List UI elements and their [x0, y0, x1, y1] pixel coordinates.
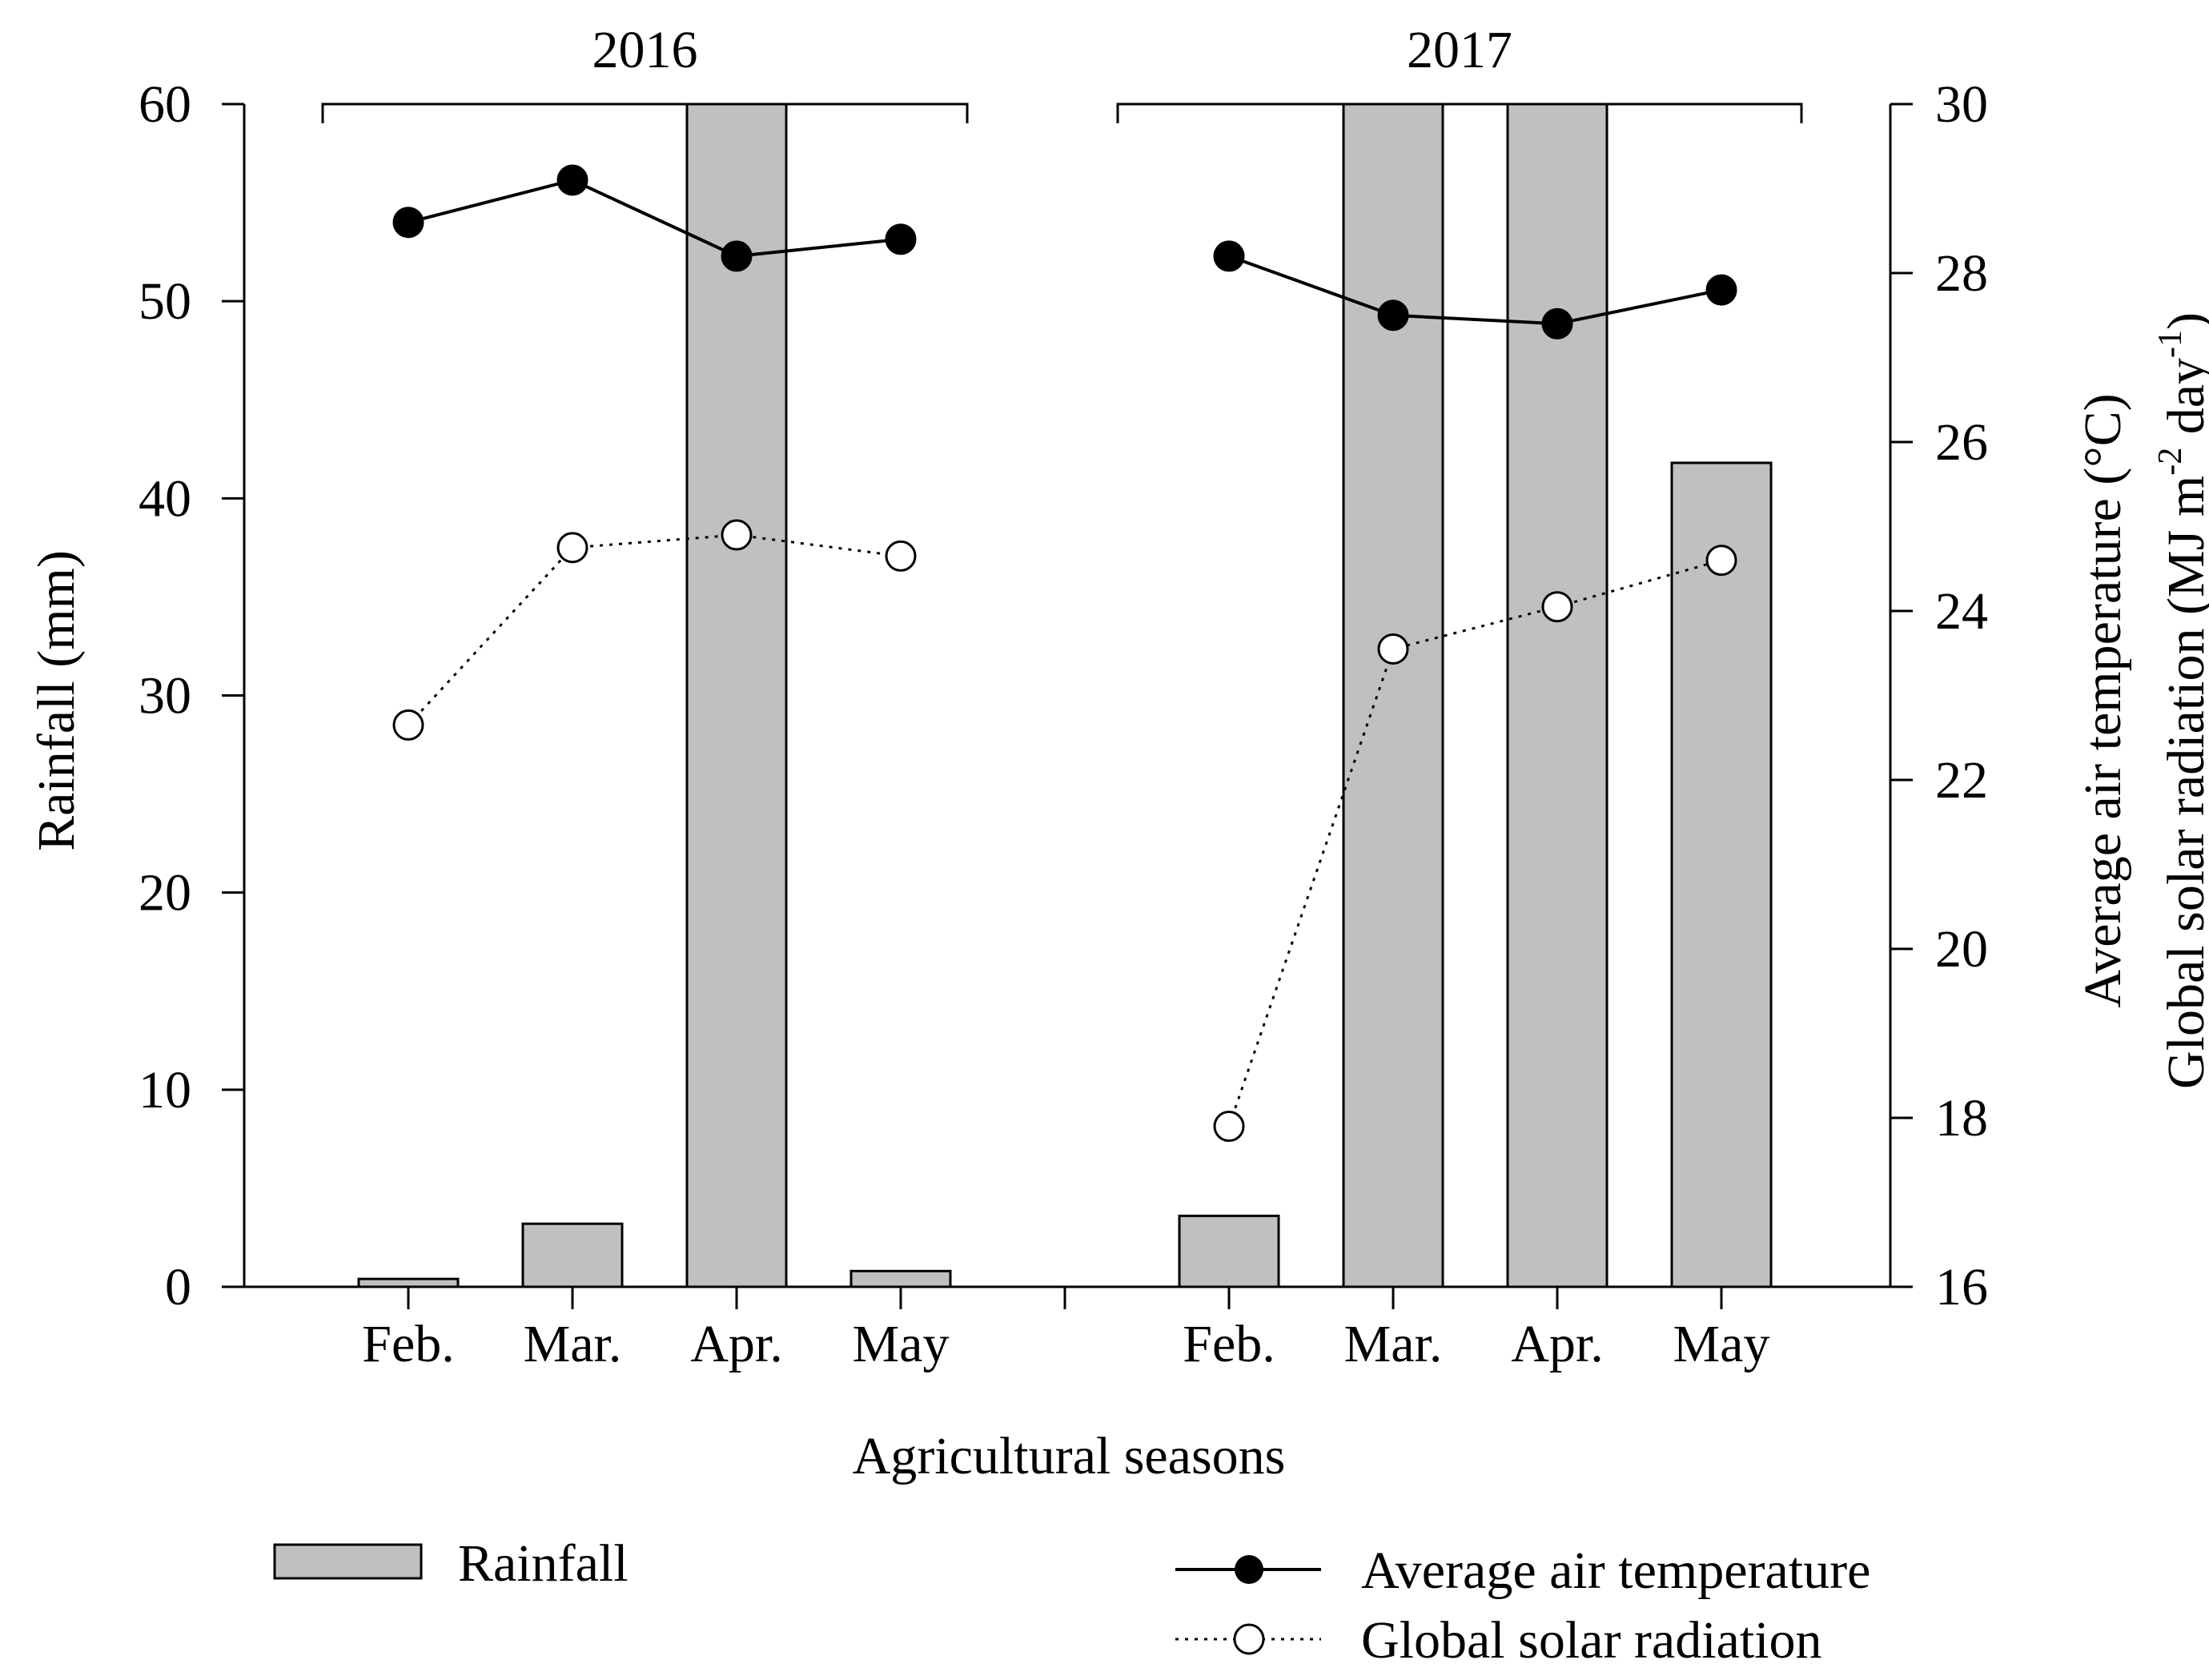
- left-tick-label: 50: [139, 272, 191, 331]
- right-tick-label: 20: [1935, 920, 1988, 979]
- month-label: May: [853, 1315, 950, 1373]
- legend-rainfall-swatch: [273, 1543, 423, 1580]
- month-label: Mar.: [524, 1315, 622, 1373]
- radiation-title-sup2: -1: [2152, 330, 2189, 358]
- left-tick-label: 0: [165, 1258, 191, 1316]
- year-label: 2017: [1407, 21, 1512, 79]
- rainfall-bar: [685, 102, 788, 1288]
- right-tick-label: 24: [1935, 582, 1988, 641]
- radiation-title-end: ): [2157, 312, 2209, 330]
- rainfall-bar: [1506, 102, 1609, 1288]
- month-label: Feb.: [1183, 1315, 1275, 1373]
- temperature-line: [408, 178, 902, 258]
- legend-radiation-marker: [1233, 1623, 1265, 1655]
- left-tick-label: 60: [139, 75, 191, 134]
- legend-temperature-label: Average air temperature: [1361, 1541, 1870, 1600]
- radiation-title-base: Global solar radiation (MJ m: [2157, 476, 2209, 1089]
- right-tick-label: 18: [1935, 1089, 1988, 1147]
- month-label: Apr.: [1511, 1315, 1604, 1373]
- right-tick-label: 22: [1935, 751, 1988, 810]
- rainfall-bar: [1178, 1214, 1280, 1288]
- left-tick-label: 10: [139, 1061, 191, 1119]
- temperature-point: [1705, 274, 1737, 306]
- right-tick-label: 16: [1935, 1258, 1988, 1316]
- left-axis-title: Rainfall (mm): [27, 550, 86, 851]
- rainfall-bar: [849, 1269, 952, 1288]
- radiation-point: [556, 532, 588, 564]
- temperature-point: [392, 207, 424, 239]
- radiation-title-sup1: -2: [2152, 448, 2189, 476]
- temperature-line: [1228, 255, 1722, 326]
- radiation-point: [1705, 545, 1737, 577]
- left-tick-label: 40: [139, 469, 191, 528]
- right-tick-label: 30: [1935, 75, 1988, 134]
- right-axis-title-temperature: Average air temperature (°C): [2074, 393, 2132, 1007]
- rainfall-bar: [1342, 102, 1444, 1288]
- month-label: Feb.: [362, 1315, 455, 1373]
- temperature-point: [885, 223, 917, 255]
- left-tick-label: 20: [139, 864, 191, 922]
- month-label: Apr.: [690, 1315, 783, 1373]
- radiation-point: [721, 519, 753, 551]
- temperature-point: [721, 240, 753, 272]
- month-label: May: [1673, 1315, 1770, 1373]
- legend-radiation-label: Global solar radiation: [1361, 1611, 1822, 1670]
- year-bracket: [321, 102, 969, 123]
- year-bracket: [1116, 102, 1803, 123]
- radiation-point: [1377, 633, 1409, 665]
- radiation-point: [1541, 591, 1573, 623]
- right-tick-label: 26: [1935, 413, 1988, 472]
- radiation-line: [407, 533, 902, 726]
- left-tick-label: 30: [139, 667, 191, 725]
- temperature-point: [1377, 299, 1409, 332]
- x-axis-title: Agricultural seasons: [853, 1427, 1286, 1485]
- legend-temperature-marker: [1235, 1555, 1263, 1584]
- radiation-point: [392, 709, 424, 741]
- year-label: 2016: [592, 21, 698, 79]
- temperature-point: [1213, 240, 1245, 272]
- radiation-point: [885, 540, 917, 572]
- legend: Rainfall Average air temperature Global …: [273, 1534, 1870, 1670]
- rainfall-bar: [1670, 461, 1773, 1288]
- temperature-point: [1541, 307, 1573, 340]
- temperature-point: [556, 164, 588, 196]
- rainfall-bar: [521, 1222, 624, 1288]
- month-label: Mar.: [1344, 1315, 1443, 1373]
- right-tick-label: 28: [1935, 244, 1988, 303]
- radiation-title-mid: day: [2157, 358, 2209, 448]
- legend-rainfall-label: Rainfall: [458, 1534, 629, 1593]
- radiation-line: [1227, 559, 1722, 1127]
- right-axis-title-radiation: Global solar radiation (MJ m-2 day-1): [2152, 312, 2209, 1089]
- radiation-point: [1213, 1111, 1245, 1143]
